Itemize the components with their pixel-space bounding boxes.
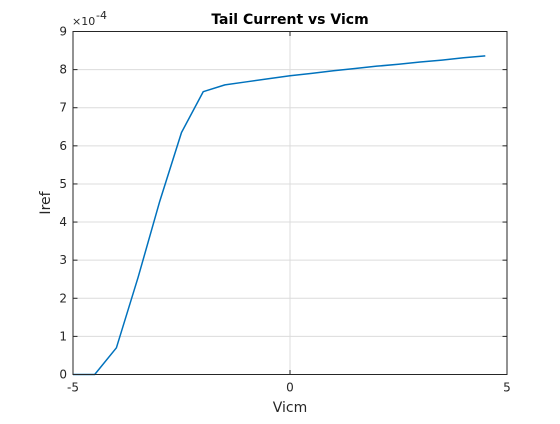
y-tick-label: 7 bbox=[59, 101, 67, 115]
y-tick-label: 2 bbox=[59, 291, 67, 305]
x-tick-label: 0 bbox=[286, 381, 294, 395]
y-axis-label: Iref bbox=[38, 190, 54, 214]
y-tick-label: 0 bbox=[59, 368, 67, 382]
chart-title: Tail Current vs Vicm bbox=[211, 12, 368, 28]
y-exponent-base: ×10 bbox=[72, 15, 95, 28]
series-line bbox=[73, 55, 486, 376]
y-tick-label: 9 bbox=[59, 25, 67, 39]
x-axis-label: Vicm bbox=[273, 400, 308, 416]
y-exponent-power: -4 bbox=[96, 9, 107, 22]
x-tick-label: 5 bbox=[503, 381, 511, 395]
y-tick-label: 6 bbox=[59, 139, 67, 153]
x-tick-label: -5 bbox=[67, 381, 79, 395]
y-tick-label: 5 bbox=[59, 177, 67, 191]
y-tick-label: 1 bbox=[59, 329, 67, 343]
y-tick-label: 4 bbox=[59, 215, 67, 229]
y-tick-label: 8 bbox=[59, 63, 67, 77]
axis-ticks bbox=[72, 31, 508, 375]
y-tick-label: 3 bbox=[59, 253, 67, 267]
